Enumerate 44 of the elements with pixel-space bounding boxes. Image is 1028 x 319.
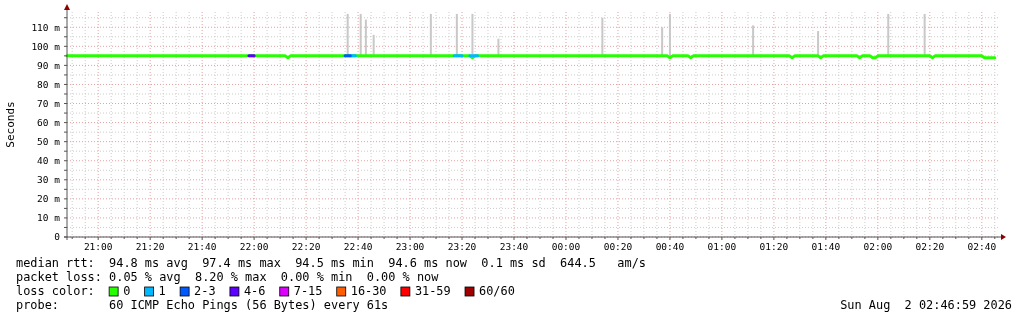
y-tick-label: 10 m bbox=[37, 212, 61, 224]
legend-label: 2-3 bbox=[194, 284, 216, 298]
legend-label: 7-15 bbox=[293, 284, 323, 298]
legend-label: 0 bbox=[123, 284, 131, 298]
x-tick-label: 23:40 bbox=[499, 241, 529, 252]
x-tick-label: 00:20 bbox=[603, 241, 633, 252]
text: probe: 60 ICMP Echo Pings (56 Bytes) every 61s bbox=[16, 298, 389, 312]
y-tick-label: 50 m bbox=[37, 135, 61, 147]
x-tick-label: 23:20 bbox=[447, 241, 477, 252]
y-tick-label: 110 m bbox=[31, 21, 61, 33]
x-tick-label: 01:20 bbox=[759, 241, 789, 252]
legend-label: 31-59 bbox=[414, 284, 451, 298]
y-tick-label: 90 m bbox=[37, 59, 61, 71]
x-tick-label: 22:40 bbox=[343, 241, 373, 252]
legend-title: loss color: bbox=[16, 284, 95, 298]
x-tick-label: 00:40 bbox=[655, 241, 685, 252]
x-tick-label: 21:00 bbox=[83, 241, 113, 252]
x-tick-label: 21:20 bbox=[135, 241, 165, 252]
y-tick-label: 40 m bbox=[37, 155, 61, 167]
y-tick-label: 20 m bbox=[37, 193, 61, 205]
text: packet loss: 0.05 % avg 8.20 % max 0.00 % min 0.00 % now bbox=[16, 270, 440, 284]
x-tick-label: 23:00 bbox=[395, 241, 425, 252]
x-tick-label: 02:00 bbox=[863, 241, 893, 252]
x-tick-label: 22:20 bbox=[291, 241, 321, 252]
y-tick-label: 80 m bbox=[37, 78, 61, 90]
x-tick-label: 21:40 bbox=[187, 241, 217, 252]
x-tick-label: 01:00 bbox=[707, 241, 737, 252]
legend-label: 4-6 bbox=[243, 284, 266, 298]
legend-label: 60/60 bbox=[479, 284, 515, 298]
y-tick-label: 100 m bbox=[31, 40, 61, 52]
y-tick-label: 0 bbox=[54, 231, 61, 243]
x-tick-label: 22:00 bbox=[239, 241, 269, 252]
x-tick-label: 00:00 bbox=[551, 241, 581, 252]
x-tick-label: 02:20 bbox=[915, 241, 945, 252]
y-axis-title: Seconds bbox=[4, 101, 17, 148]
text: Sun Aug 2 02:46:59 2026 bbox=[840, 298, 1012, 312]
legend-label: 1 bbox=[158, 284, 166, 298]
legend-label: 16-30 bbox=[350, 284, 387, 298]
text: median rtt: 94.8 ms avg 97.4 ms max 94.5 ms min 94.6 ms now 0.1 ms sd 644.5 am/s bbox=[16, 256, 646, 270]
y-tick-label: 30 m bbox=[37, 174, 61, 186]
x-tick-label: 01:40 bbox=[811, 241, 841, 252]
y-tick-label: 60 m bbox=[37, 116, 61, 128]
x-tick-label: 02:40 bbox=[967, 241, 997, 252]
y-tick-label: 70 m bbox=[37, 97, 61, 109]
